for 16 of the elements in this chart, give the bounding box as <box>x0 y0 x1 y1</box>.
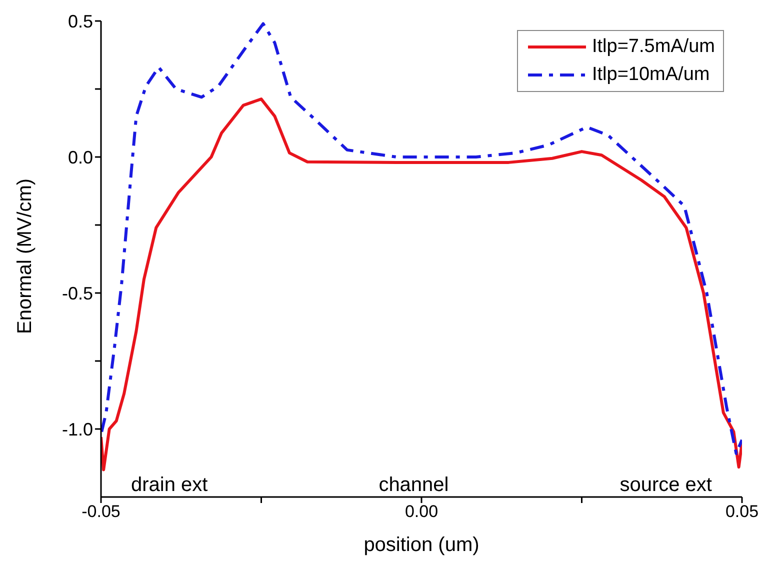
y-tick-label: 0.5 <box>68 11 93 32</box>
y-tick-label: -1.0 <box>62 419 93 440</box>
x-tick-label: -0.05 <box>82 502 120 522</box>
x-tick-label: 0.00 <box>404 502 438 522</box>
line-series <box>101 22 742 455</box>
legend-label: Itlp=7.5mA/um <box>592 36 715 58</box>
x-tick-label: 0.05 <box>725 502 759 522</box>
legend-label: Itlp=10mA/um <box>592 64 710 86</box>
y-axis-title: Enormal (MV/cm) <box>14 178 36 334</box>
annotation: source ext <box>620 474 712 497</box>
line-series <box>101 98 742 472</box>
annotation: channel <box>378 474 449 497</box>
y-tick-label: -0.5 <box>62 283 93 304</box>
y-tick-label: 0.0 <box>68 147 93 168</box>
x-axis-title: position (um) <box>364 534 480 556</box>
annotation: drain ext <box>131 474 208 497</box>
